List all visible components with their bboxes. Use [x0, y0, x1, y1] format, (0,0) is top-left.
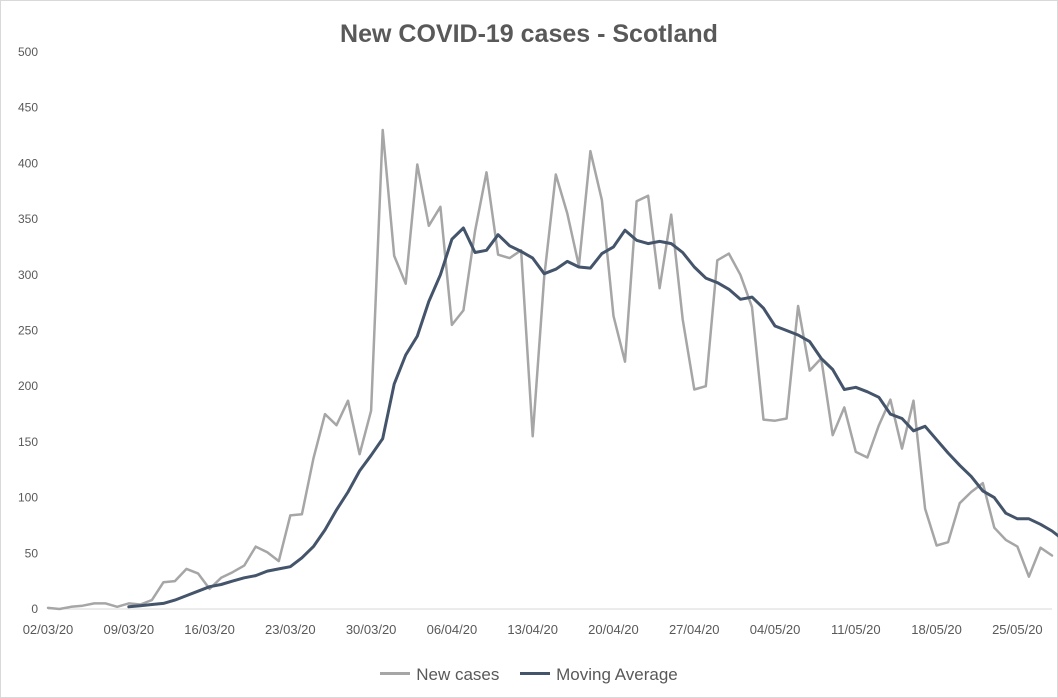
x-tick-label: 16/03/20 [184, 622, 235, 637]
y-tick-label: 500 [18, 45, 38, 59]
x-axis-ticks: 02/03/20 09/03/20 16/03/20 23/03/20 30/03/20… [23, 622, 1043, 637]
x-tick-label: 27/04/20 [669, 622, 720, 637]
y-tick-label: 200 [18, 379, 38, 393]
y-tick-label: 450 [18, 101, 38, 115]
legend-label-moving-average: Moving Average [556, 665, 678, 684]
x-tick-label: 06/04/20 [427, 622, 478, 637]
series-layer [46, 128, 1058, 611]
chart-legend: New cases Moving Average [0, 665, 1058, 685]
legend-swatch-moving-average [520, 672, 551, 676]
x-tick-label: 30/03/20 [346, 622, 397, 637]
y-tick-label: 350 [18, 212, 38, 226]
chart-title: New COVID-19 cases - Scotland [340, 20, 718, 48]
y-tick-label: 100 [18, 491, 38, 505]
x-tick-label: 13/04/20 [507, 622, 558, 637]
legend-label-new-cases: New cases [416, 665, 500, 684]
y-tick-label: 50 [25, 546, 39, 560]
x-tick-label: 04/05/20 [750, 622, 801, 637]
y-tick-label: 400 [18, 156, 38, 170]
series-line-new-cases [46, 128, 1054, 611]
series-line-moving-average [127, 226, 1058, 609]
y-tick-label: 150 [18, 435, 38, 449]
y-tick-label: 0 [31, 602, 38, 616]
x-tick-label: 02/03/20 [23, 622, 74, 637]
legend-swatch-new-cases [380, 672, 411, 676]
y-tick-label: 250 [18, 324, 38, 338]
legend-item-new-cases: New cases [380, 665, 499, 685]
x-tick-label: 25/05/20 [992, 622, 1043, 637]
y-tick-label: 300 [18, 268, 38, 282]
x-tick-label: 23/03/20 [265, 622, 316, 637]
x-tick-label: 11/05/20 [831, 622, 881, 637]
x-tick-label: 09/03/20 [103, 622, 154, 637]
y-axis-ticks: 0 50 100 150 200 250 300 350 400 450 500 [18, 45, 38, 616]
x-tick-label: 18/05/20 [911, 622, 962, 637]
x-tick-label: 20/04/20 [588, 622, 639, 637]
legend-item-moving-average: Moving Average [520, 665, 678, 685]
